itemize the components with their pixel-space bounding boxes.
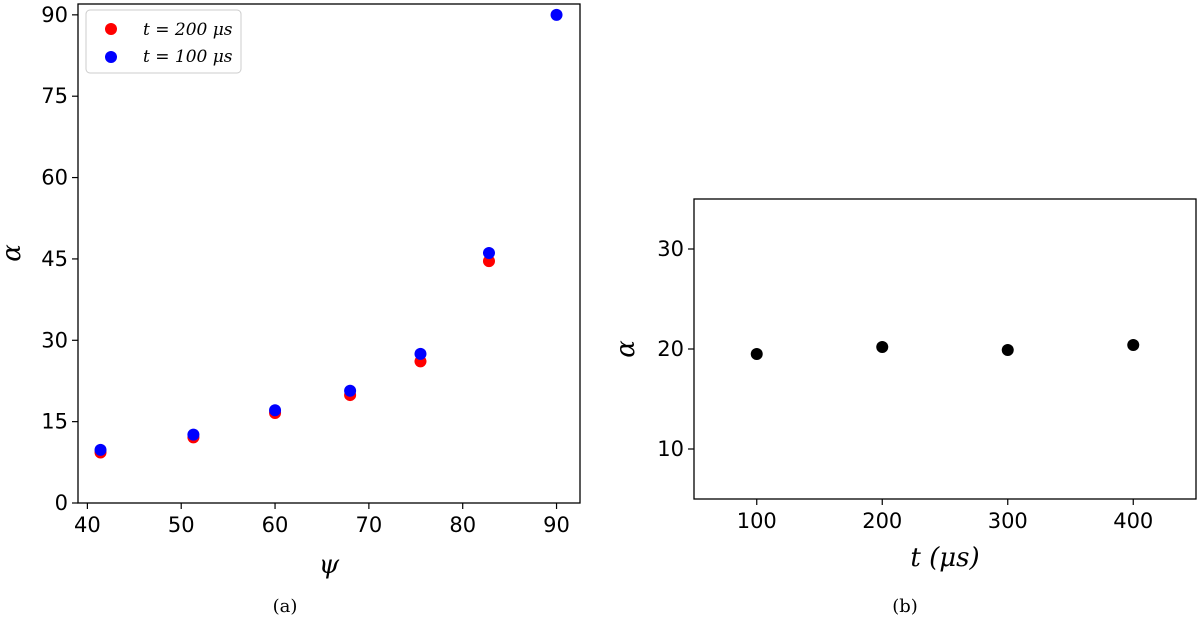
legend-label-t100: t = 100 μs (143, 47, 233, 67)
panel-b-plot-frame (693, 198, 1197, 500)
panel-b-series-0-point (750, 348, 763, 360)
legend-marker-t100 (105, 51, 117, 63)
panel-b-caption: (b) (892, 596, 918, 617)
panel-a-y-tick-label: 0 (55, 491, 68, 515)
panel-b-series-0-point (1001, 344, 1014, 356)
panel-b-points (750, 339, 1140, 360)
panel-b-y-tick-label: 10 (657, 437, 684, 461)
panel-a-y-tick-label: 75 (41, 84, 68, 108)
panel-a-y-tick-label: 60 (41, 166, 68, 190)
panel-a-y-tick-label: 30 (41, 328, 68, 352)
panel-a-x-tick-label: 80 (449, 513, 476, 537)
panel-a-x-tick-label: 70 (356, 513, 383, 537)
panel-a-series-1-point (269, 404, 282, 417)
panel-b-x-tick-label: 400 (1113, 509, 1153, 533)
panel-a-y-ticks: 0 15 30 45 60 75 90 (41, 3, 78, 515)
panel-a-x-axis-label: ψ (319, 550, 340, 580)
panel-a-y-tick-label: 45 (41, 247, 68, 271)
legend: t = 200 μs t = 100 μs (85, 9, 242, 74)
panel-a-y-tick-label: 15 (41, 410, 68, 434)
panel-a-y-axis-label: α (0, 244, 27, 262)
panel-a-points (94, 8, 563, 459)
legend-marker-t200 (105, 23, 117, 35)
panel-b-x-tick-label: 200 (862, 509, 902, 533)
panel-a-series-1-point (344, 384, 357, 397)
panel-a-x-tick-label: 40 (74, 513, 101, 537)
panel-a-y-tick-label: 90 (41, 3, 68, 27)
panel-a-plot-frame (77, 3, 581, 504)
panel-b-series-0-point (876, 341, 889, 353)
panel-b-y-ticks: 10 20 30 (657, 237, 694, 461)
panel-b-x-tick-label: 300 (988, 509, 1028, 533)
panel-a-series-1-point (414, 347, 427, 360)
panel-b-y-tick-label: 20 (657, 337, 684, 361)
panel-b-y-tick-label: 30 (657, 237, 684, 261)
panel-b: 100 200 300 400 10 20 30 t (μs) α (b) (611, 198, 1197, 617)
panel-a: 40 50 60 70 80 90 0 15 30 45 60 75 90 ψ α t = 200 μ… (0, 3, 581, 617)
legend-box (85, 9, 242, 74)
legend-label-t200: t = 200 μs (143, 20, 233, 40)
panel-a-caption: (a) (273, 596, 298, 617)
panel-a-series-1-point (550, 8, 563, 21)
panel-a-x-tick-label: 90 (543, 513, 570, 537)
panel-b-x-tick-label: 100 (737, 509, 777, 533)
panel-b-x-axis-label: t (μs) (910, 543, 979, 573)
panel-a-series-1-point (94, 443, 107, 456)
panel-b-series-0-point (1127, 339, 1140, 351)
panel-a-x-tick-label: 60 (262, 513, 289, 537)
panel-a-x-tick-label: 50 (168, 513, 195, 537)
panel-a-x-ticks: 40 50 60 70 80 90 (74, 503, 570, 537)
panel-a-series-1-point (187, 428, 200, 441)
panel-b-x-ticks: 100 200 300 400 (737, 499, 1153, 533)
panel-a-series-1-point (482, 246, 495, 259)
panel-b-y-axis-label: α (611, 340, 641, 358)
